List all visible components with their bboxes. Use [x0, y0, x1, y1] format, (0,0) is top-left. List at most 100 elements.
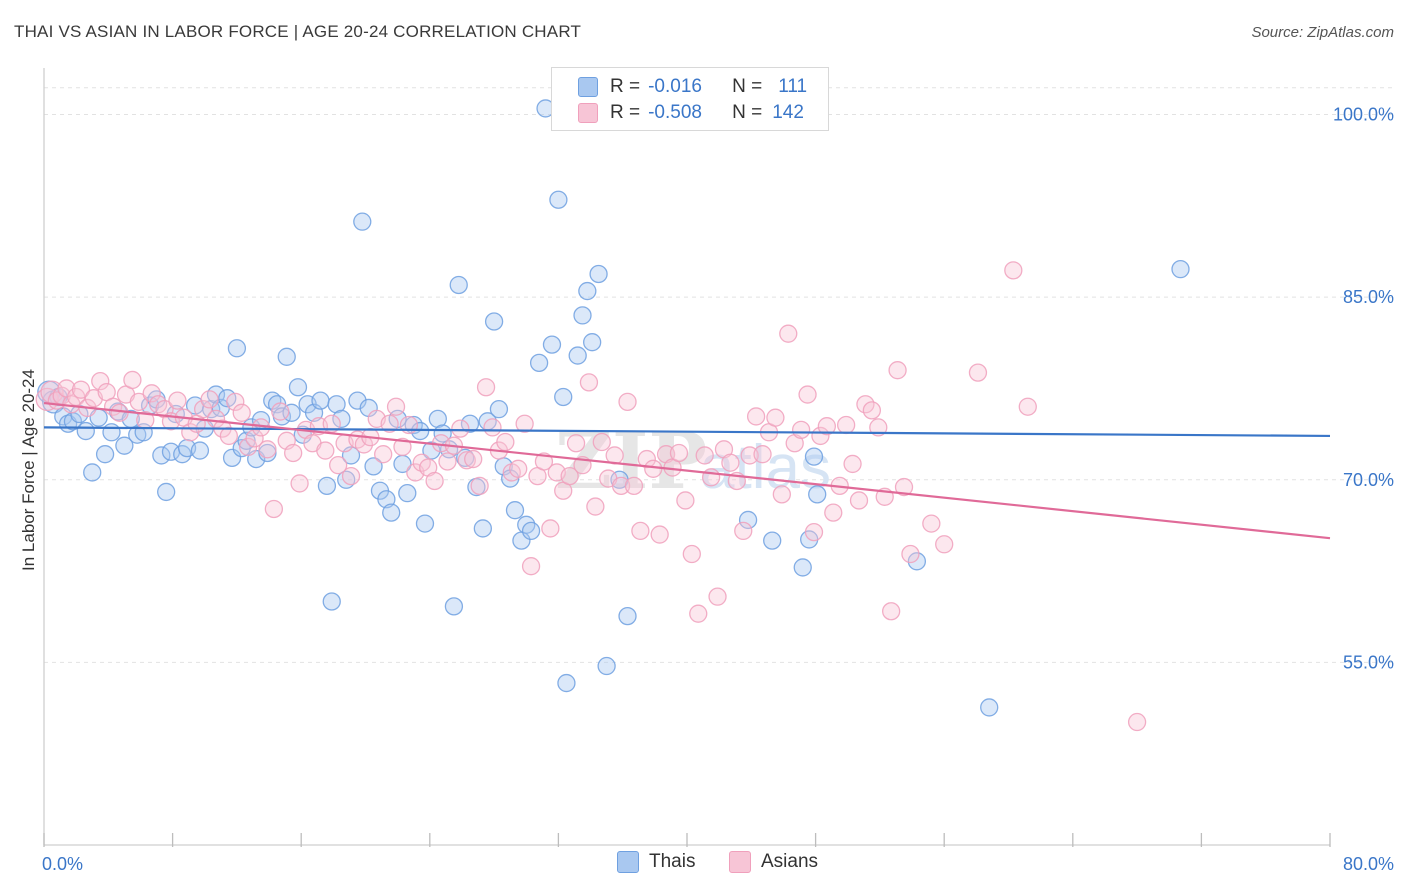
asian-point [451, 419, 470, 438]
asian-point [935, 535, 954, 554]
thai-point [554, 387, 573, 407]
thai-point [618, 606, 637, 626]
thai-point [505, 501, 525, 520]
asian-point [457, 451, 476, 470]
asian-swatch [578, 103, 598, 123]
chart-title: THAI VS ASIAN IN LABOR FORCE | AGE 20-24… [14, 22, 582, 41]
asians-swatch [729, 851, 751, 873]
thai-point [411, 421, 430, 441]
asian-point [71, 380, 91, 399]
thai-point [793, 558, 812, 577]
thai-point [332, 409, 351, 429]
asian-point [264, 499, 284, 519]
asian-point [894, 477, 914, 497]
thai-point [568, 346, 587, 365]
thai-point [364, 457, 383, 476]
thai-point [311, 391, 330, 410]
asian-point [470, 476, 489, 495]
asian-point [200, 390, 219, 409]
asian-point [1127, 712, 1147, 732]
asian-point [541, 519, 560, 538]
thai-point [738, 510, 758, 530]
thai-point [557, 673, 576, 693]
thai-point [449, 275, 468, 295]
thai-point [398, 484, 417, 503]
thai-point [1171, 259, 1190, 279]
asian-point [316, 441, 335, 460]
asian-point [232, 403, 251, 422]
asian-point [534, 452, 554, 471]
thai-point [222, 448, 242, 467]
asian-point [509, 459, 528, 478]
thai-point [597, 656, 616, 676]
asian-point [329, 456, 348, 475]
thai-point [907, 552, 927, 571]
thai-point [763, 531, 782, 550]
asian-point [817, 417, 837, 436]
asian-n-label: N = [732, 102, 763, 123]
asian-point [193, 399, 213, 419]
thai-point [115, 436, 134, 455]
asian-point [695, 446, 714, 465]
thai-point [428, 409, 447, 429]
thai-point [489, 399, 509, 419]
thai-swatch [578, 77, 598, 97]
thais-legend-label: Thais [649, 851, 696, 872]
asian-point [560, 466, 579, 486]
thai-point [549, 190, 568, 209]
asian-point [380, 414, 399, 433]
correlation-legend: R = -0.016 N = 111 R = -0.508 N = 142 [551, 67, 829, 131]
asian-n-value: 142 [772, 102, 804, 123]
thai-point [190, 441, 210, 460]
thai-point [460, 414, 480, 433]
asian-point [637, 449, 656, 469]
asian-point [701, 468, 721, 487]
asian-trend-line [43, 401, 1331, 540]
asian-point [766, 408, 785, 427]
grid-lines [44, 87, 1392, 663]
asian-point [425, 471, 444, 491]
thai-n-label: N = [732, 76, 763, 97]
asian-point [464, 449, 483, 469]
y-tick-label: 70.0% [1343, 470, 1394, 490]
asian-point [650, 525, 669, 544]
thai-n-value: 111 [778, 76, 808, 97]
asian-point [1018, 397, 1037, 416]
thai-point [808, 485, 827, 504]
thai-point [542, 335, 562, 354]
asian-point [592, 432, 611, 452]
asian-point [869, 418, 888, 437]
asian-point [206, 409, 226, 429]
thai-point [517, 515, 536, 534]
asian-point [772, 485, 791, 504]
y-tick-label: 85.0% [1343, 287, 1394, 307]
asian-point [374, 445, 393, 464]
thai-point [583, 333, 602, 352]
asian-point [393, 437, 412, 457]
asian-point [618, 392, 637, 411]
thai-point [322, 592, 341, 611]
tick-labels: 55.0% 70.0% 85.0% 100.0% 0.0% 80.0% In Labor F… [19, 105, 1394, 874]
thai-point [589, 264, 608, 284]
thai-point [382, 503, 401, 522]
asian-point [882, 602, 901, 621]
thai-point [578, 281, 597, 301]
asian-point [110, 403, 129, 422]
thai-point [242, 418, 261, 437]
thai-point [277, 347, 296, 366]
asian-point [586, 497, 605, 516]
asian-point [843, 454, 862, 474]
asian-point [968, 363, 988, 382]
asians-legend-label: Asians [761, 851, 819, 872]
asian-r-label: R = [610, 102, 641, 123]
thais-swatch [617, 851, 639, 873]
series-legend-asians: Asians [729, 851, 818, 873]
y-tick-label: 100.0% [1333, 105, 1394, 125]
asian-r-value: -0.508 [648, 102, 702, 123]
asian-point [521, 557, 541, 576]
asian-point [901, 544, 920, 564]
thai-trend-line [43, 426, 1331, 438]
thai-point [415, 514, 435, 533]
asian-point [798, 385, 817, 404]
